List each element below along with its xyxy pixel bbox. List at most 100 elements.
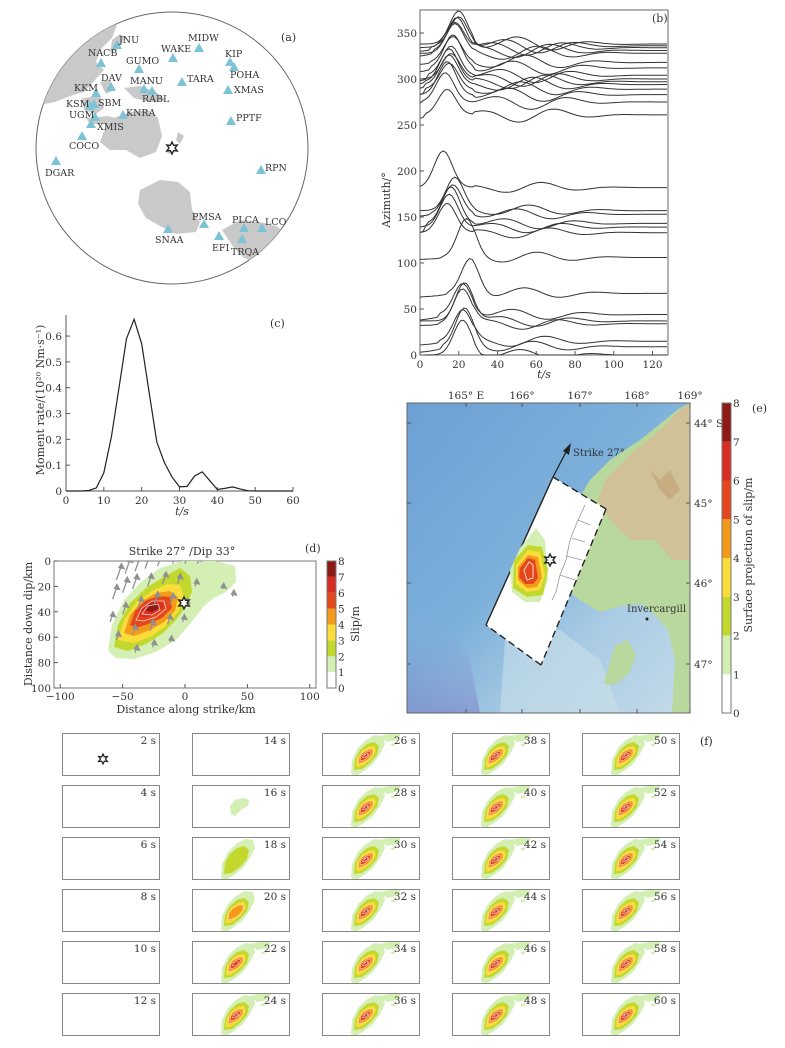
snapshot-14s: 14 s [192,733,290,776]
waveform-trace [419,72,667,110]
station-coco: COCO [69,131,99,152]
waveform-traces [419,10,668,356]
station-triangle-icon [91,88,101,97]
svg-text:168°: 168° [624,390,649,402]
station-triangle-icon [96,58,106,67]
station-efi: EFI [212,231,230,254]
snapshot-56s: 56 s [582,889,680,932]
snapshot-6s: 6 s [62,837,160,880]
epicenter-star-icon [543,552,557,568]
snapshot-60s: 60 s [582,993,680,1036]
station-triangle-icon [168,53,178,62]
station-jnu: JNU [112,35,139,49]
station-label: NACB [88,48,117,59]
snapshot-40s: 40 s [452,785,550,828]
snapshot-18s: 18 s [192,837,290,880]
station-label: KKM [74,83,98,94]
svg-text:300: 300 [397,74,417,86]
snapshot-32s: 32 s [322,889,420,932]
station-label: SNAA [155,235,184,246]
svg-text:1: 1 [733,669,740,681]
station-label: MIDW [188,33,219,44]
svg-text:0.1: 0.1 [45,460,62,472]
svg-text:−100: −100 [46,691,75,703]
svg-text:200: 200 [397,166,417,178]
snapshot-time-label: 34 s [393,943,416,955]
snapshot-time-label: 4 s [140,787,156,799]
snapshot-time-label: 56 s [653,891,676,903]
y-axis-label: Moment rate/(10²⁰ Nm·s⁻¹) [34,325,47,476]
waveform-trace [419,61,667,102]
surface-slip-contours [510,528,548,602]
station-label: KNRA [126,108,156,119]
station-triangle-icon [229,62,239,71]
svg-text:0: 0 [55,486,62,498]
svg-text:165° E: 165° E [448,390,484,402]
snapshot-time-label: 14 s [263,735,286,747]
snapshot-time-label: 20 s [263,891,286,903]
station-triangle-icon [77,131,87,140]
panel-d-title: Strike 27° /Dip 33° [129,545,235,558]
station-knra: KNRA [118,108,156,119]
svg-text:−50: −50 [112,691,134,703]
snapshot-time-label: 28 s [393,787,416,799]
station-xmis: XMIS [86,119,124,133]
waveform-trace [419,283,667,321]
svg-text:100: 100 [31,683,51,695]
station-triangle-icon [51,156,61,165]
station-label: KSM [66,99,90,110]
snapshot-time-label: 60 s [653,995,676,1007]
station-ugm: UGM [69,110,100,121]
waveform-trace [419,217,667,263]
svg-text:10: 10 [97,495,110,507]
panel-label-d: (d) [305,542,321,555]
land-stewart-island [604,640,636,685]
snapshot-time-label: 10 s [133,943,156,955]
station-triangle-icon [139,84,149,93]
svg-text:6: 6 [338,588,345,600]
snapshot-26s: 26 s [322,733,420,776]
svg-text:5: 5 [733,514,740,526]
station-triangle-icon [147,86,157,95]
x-axis-label: t/s [175,505,189,518]
svg-text:0: 0 [182,691,189,703]
panel-c-moment-rate: 0 0.1 0.2 0.3 0.4 0.5 0.6 0 10 20 30 40 50 60 t/s Mom… [34,315,300,518]
strike-label: Strike 27° [573,448,625,459]
station-triangle-icon [177,77,187,86]
svg-text:8: 8 [733,398,740,410]
station-midw: MIDW [188,33,219,52]
station-triangle-icon [226,116,236,125]
station-pptf: PPTF [226,113,262,125]
snapshot-42s: 42 s [452,837,550,880]
snapshot-time-label: 38 s [523,735,546,747]
panel-b-waveforms: 0 50 100 150 200 250 300 350 0 20 40 60 80 100 120 t/… [380,9,669,381]
svg-text:60: 60 [38,632,51,644]
svg-text:20: 20 [135,495,148,507]
svg-text:0.2: 0.2 [45,434,62,446]
station-label: RABL [142,94,170,105]
snapshot-time-label: 32 s [393,891,416,903]
svg-text:7: 7 [733,437,740,449]
waveform-trace [419,21,667,56]
station-triangle-icon [239,223,249,232]
waveform-trace [420,10,667,51]
svg-text:0: 0 [417,359,424,371]
svg-text:4: 4 [338,620,345,632]
city-label: Invercargill [627,604,686,615]
station-label: LCO [265,217,287,228]
station-trqa: TRQA [231,234,259,258]
snapshot-28s: 28 s [322,785,420,828]
epicenter-star-icon [165,140,179,156]
svg-text:0.5: 0.5 [45,357,62,369]
station-label: RPN [265,163,287,174]
hypocenter-star-icon [97,752,109,766]
station-triangle-icon [256,165,266,174]
y-axis-label: Azimuth/° [380,172,393,228]
station-label: KIP [225,49,243,60]
panel-label-a: (a) [281,31,296,44]
y-axis-label: Distance down dip/km [22,561,35,686]
waveform-trace [420,319,667,356]
waveform-trace [419,288,667,330]
svg-text:0.3: 0.3 [45,409,62,421]
